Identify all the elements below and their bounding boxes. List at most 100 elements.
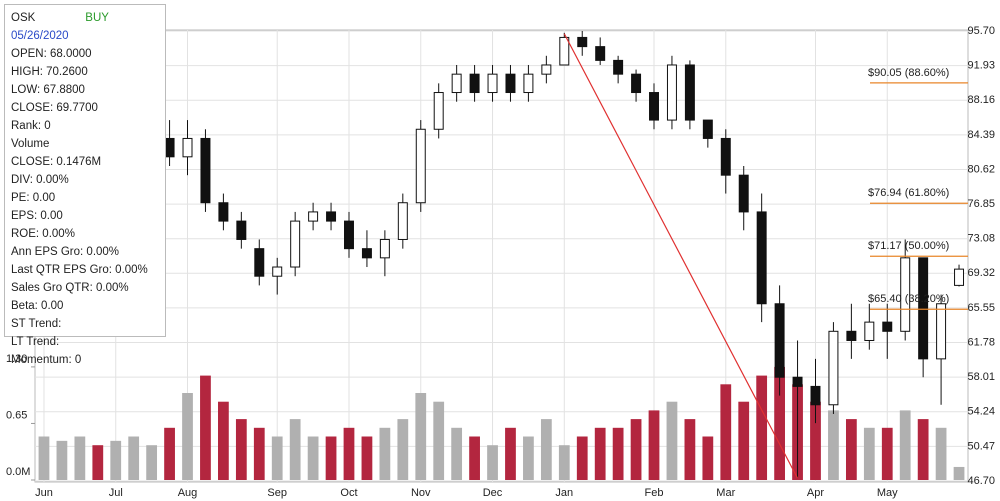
- candle-body: [613, 59, 624, 75]
- y-tick-label: 76.85: [967, 198, 995, 210]
- candle-body: [577, 36, 588, 48]
- candle-body: [954, 268, 965, 286]
- fib-label: $76.94 (61.80%): [868, 187, 949, 199]
- info-line: LOW: 67.8800: [11, 84, 85, 96]
- volume-bar: [271, 436, 283, 480]
- volume-bar: [289, 419, 301, 480]
- candle-body: [738, 174, 749, 213]
- volume-bar: [487, 445, 498, 480]
- volume-bar: [630, 419, 642, 480]
- volume-bar: [881, 427, 893, 480]
- volume-bar: [92, 445, 104, 480]
- info-panel: OSK BUY 05/26/2020 OPEN: 68.0000 HIGH: 70.…: [4, 4, 166, 366]
- candle-body: [774, 303, 785, 378]
- candle-body: [272, 266, 283, 277]
- y-tick-label: 91.93: [967, 60, 995, 72]
- candle-body: [290, 220, 301, 268]
- candle-body: [451, 73, 462, 94]
- candle-body: [810, 385, 821, 406]
- volume-bar: [899, 410, 911, 480]
- info-line: ROE: 0.00%: [11, 228, 75, 240]
- x-tick-label: Oct: [340, 487, 357, 499]
- candle-body: [361, 248, 372, 259]
- candle-body: [182, 137, 193, 158]
- info-line: Momentum: 0: [11, 354, 82, 366]
- volume-tick-label: 0.65: [6, 409, 27, 421]
- volume-bar: [612, 427, 624, 480]
- x-tick-label: Aug: [178, 487, 198, 499]
- trendline: [563, 33, 799, 479]
- fib-label: $65.40 (38.20%): [868, 293, 949, 305]
- volume-bar: [325, 436, 337, 480]
- info-line: Rank: 0: [11, 120, 51, 132]
- candle-body: [254, 248, 265, 277]
- info-line: EPS: 0.00: [11, 210, 63, 222]
- volume-bar: [56, 440, 68, 480]
- candle-body: [559, 36, 570, 66]
- volume-bar: [505, 427, 516, 480]
- info-line: CLOSE: 69.7700: [11, 102, 98, 114]
- info-line: ST Trend:: [11, 318, 62, 330]
- candle-body: [936, 303, 947, 360]
- x-tick-label: Feb: [645, 487, 664, 499]
- x-tick-label: Jan: [555, 487, 573, 499]
- volume-bar: [469, 436, 480, 480]
- candle-body: [864, 321, 875, 341]
- volume-bar: [828, 410, 839, 480]
- y-tick-label: 84.39: [967, 129, 995, 141]
- volume-bar: [523, 436, 534, 480]
- info-line: LT Trend:: [11, 336, 60, 348]
- volume-bar: [594, 427, 606, 480]
- candle-body: [595, 46, 606, 61]
- candle-body: [505, 73, 516, 94]
- volume-bar: [397, 419, 409, 480]
- volume-bar: [558, 445, 570, 480]
- y-tick-label: 69.32: [967, 267, 995, 279]
- volume-bar: [756, 375, 768, 480]
- volume-bar: [128, 436, 140, 480]
- y-tick-label: 80.62: [967, 163, 995, 175]
- candle-body: [326, 211, 337, 222]
- x-tick-label: Mar: [716, 487, 735, 499]
- volume-bar: [845, 419, 857, 480]
- info-line: PE: 0.00: [11, 192, 56, 204]
- signal: BUY: [85, 12, 109, 24]
- candle-body: [918, 257, 929, 360]
- volume-tick-label: 0.0M: [6, 466, 30, 478]
- y-tick-label: 65.55: [967, 302, 995, 314]
- volume-bar: [164, 427, 175, 480]
- y-tick-label: 54.24: [967, 406, 995, 418]
- volume-bar: [774, 366, 785, 480]
- volume-bar: [917, 419, 929, 480]
- fib-label: $90.05 (88.60%): [868, 67, 949, 79]
- volume-bar: [953, 466, 965, 480]
- ticker: OSK: [11, 12, 36, 24]
- volume-bar: [182, 393, 193, 480]
- candle-body: [164, 137, 175, 158]
- candle-body: [666, 64, 677, 121]
- info-line: DIV: 0.00%: [11, 174, 69, 186]
- y-tick-label: 73.08: [967, 233, 995, 245]
- volume-bar: [666, 401, 678, 480]
- candle-body: [649, 92, 659, 121]
- x-tick-label: Sep: [267, 487, 287, 499]
- x-tick-label: Dec: [483, 487, 503, 499]
- candle-body: [846, 330, 857, 341]
- volume-bar: [720, 384, 732, 480]
- candle-body: [900, 257, 911, 332]
- volume-bar: [343, 427, 355, 480]
- candle-body: [631, 73, 642, 94]
- info-line: OPEN: 68.0000: [11, 48, 92, 60]
- x-tick-label: Jun: [35, 487, 53, 499]
- volume-bar: [253, 427, 265, 480]
- info-line: Last QTR EPS Gro: 0.00%: [11, 264, 148, 276]
- volume-bar: [379, 427, 391, 480]
- volume-bar: [110, 440, 122, 480]
- volume-bar: [415, 393, 427, 480]
- volume-bar: [146, 445, 158, 480]
- volume-bar: [863, 427, 875, 480]
- candle-body: [523, 73, 534, 94]
- candle-body: [702, 119, 713, 139]
